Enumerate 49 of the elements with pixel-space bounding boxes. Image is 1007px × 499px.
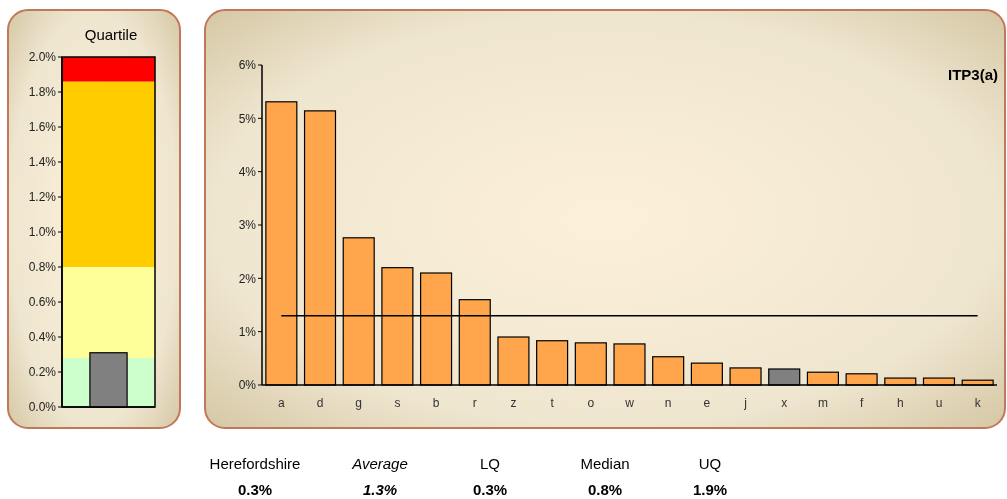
text: 0.8%: [587, 481, 623, 498]
chart-title: ITP3(a): [947, 66, 998, 83]
text: UQ: [698, 455, 722, 472]
x-tick-label: r: [472, 396, 477, 410]
x-tick-label: o: [587, 396, 595, 410]
text: Average: [351, 455, 408, 472]
x-tick-label: a: [278, 396, 285, 410]
text: 0.3%: [472, 481, 508, 498]
x-tick-label: w: [624, 396, 635, 410]
y-tick-label: 0.0%: [28, 400, 57, 415]
x-tick-label: d: [316, 396, 324, 410]
y-tick-label: 0.6%: [28, 295, 57, 310]
y-tick-label: 0.4%: [28, 330, 57, 345]
y-tick-label: 1.2%: [28, 190, 57, 205]
y-tick-label: 1.8%: [28, 85, 57, 100]
y-tick-label: 4%: [238, 164, 257, 179]
y-tick-label: 1.4%: [28, 155, 57, 170]
y-tick-label: 2.0%: [28, 50, 57, 65]
x-tick-label: u: [935, 396, 943, 410]
x-tick-label: h: [896, 396, 904, 410]
y-tick-label: 1.0%: [28, 225, 57, 240]
y-tick-label: 0.8%: [28, 260, 57, 275]
text: Herefordshire: [209, 455, 301, 472]
chart-title: Quartile: [84, 26, 138, 43]
x-tick-label: x: [781, 396, 788, 410]
x-tick-label: n: [664, 396, 672, 410]
text: 0.3%: [237, 481, 273, 498]
x-tick-label: f: [859, 396, 864, 410]
y-tick-label: 6%: [238, 58, 257, 73]
y-tick-label: 2%: [238, 271, 257, 286]
y-tick-label: 0.2%: [28, 365, 57, 380]
x-tick-label: j: [743, 396, 747, 410]
y-tick-label: 3%: [238, 218, 257, 233]
text: 1.9%: [692, 481, 728, 498]
x-tick-label: t: [550, 396, 555, 410]
x-tick-label: m: [817, 396, 828, 410]
x-tick-label: e: [703, 396, 711, 410]
text: 1.3%: [362, 481, 398, 498]
y-tick-label: 1%: [238, 324, 257, 339]
y-tick-label: 1.6%: [28, 120, 57, 135]
x-tick-label: k: [974, 396, 982, 410]
text: Median: [580, 455, 630, 472]
x-tick-label: g: [355, 396, 363, 410]
text: LQ: [479, 455, 501, 472]
x-tick-label: b: [432, 396, 440, 410]
x-tick-label: z: [510, 396, 517, 410]
y-tick-label: 0%: [238, 378, 257, 393]
x-tick-label: s: [394, 396, 401, 410]
y-tick-label: 5%: [238, 111, 257, 126]
